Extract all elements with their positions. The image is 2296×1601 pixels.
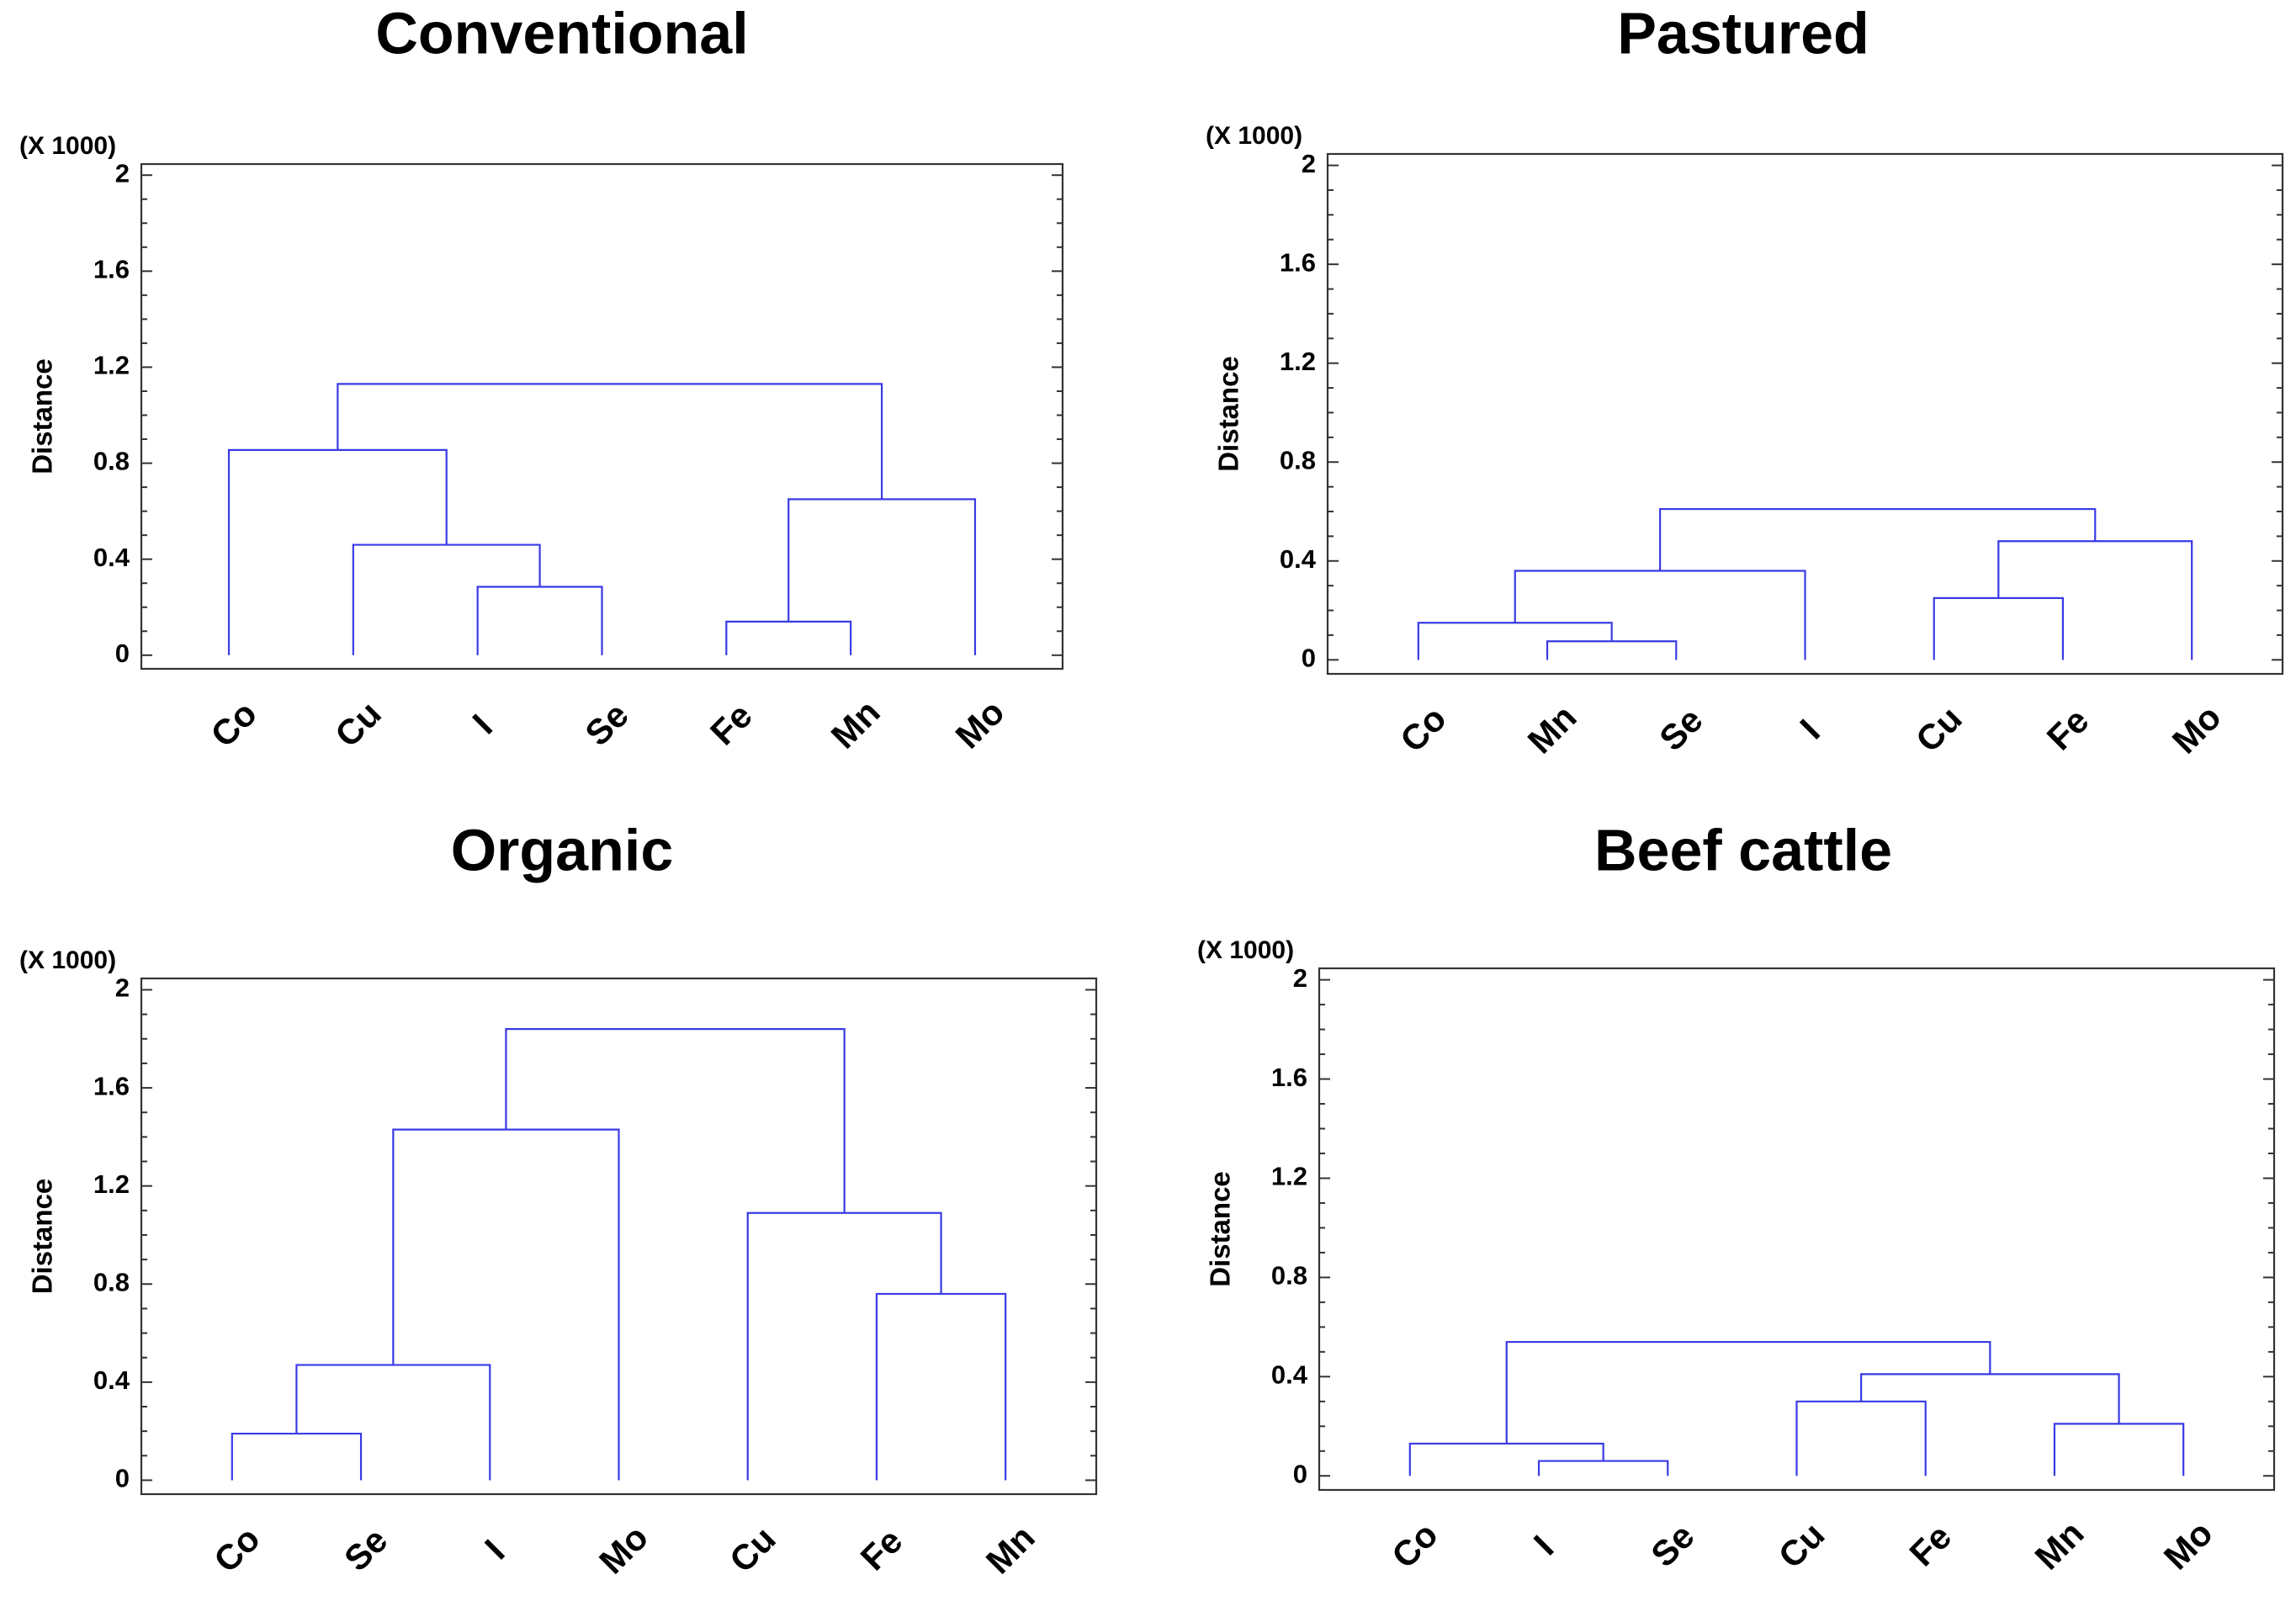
cluster-link-1 — [352, 543, 541, 655]
axis-multiplier-label: (X 1000) — [1197, 936, 1294, 964]
leaf-label-mo: Mo — [948, 692, 1012, 756]
leaf-label-co: Co — [206, 1519, 268, 1580]
y-axis-title: Distance — [1205, 1171, 1236, 1287]
cluster-link-3 — [1933, 596, 2065, 660]
leaf-label-mn: Mn — [2027, 1514, 2091, 1577]
cluster-link-1 — [1408, 1442, 1604, 1476]
panel-pastured: Pastured 0 0.4 0.8 1.2 1.6 2(X 1000) Distance Co… — [1206, 0, 2284, 761]
y-tick-label: 2 — [115, 973, 130, 1003]
y-tick-label: 0.4 — [93, 543, 130, 572]
axis-multiplier-label: (X 1000) — [19, 946, 116, 974]
cluster-link-3 — [725, 620, 852, 655]
y-tick-label: 1.6 — [1271, 1063, 1307, 1092]
leaf-label-mo: Mo — [591, 1518, 655, 1582]
y-tick-label: 0 — [1302, 644, 1316, 673]
y-tick-label: 1.6 — [93, 1071, 130, 1100]
y-tick-label: 0.4 — [1280, 544, 1317, 574]
axis-multiplier-label: (X 1000) — [19, 132, 116, 160]
leaf-label-cu: Cu — [327, 693, 389, 755]
y-tick-label: 0 — [115, 639, 130, 668]
y-tick-label: 0.8 — [93, 447, 130, 476]
leaf-label-mo: Mo — [2156, 1514, 2220, 1577]
leaf-label-co: Co — [1384, 1514, 1445, 1576]
leaf-label-co: Co — [203, 693, 264, 755]
y-tick-label: 2 — [1293, 963, 1307, 993]
panel-conventional: Conventional 0 0.4 0.8 1.2 1.6 2(X 1000) Distan… — [19, 0, 1064, 756]
y-tick-label: 0 — [1293, 1459, 1307, 1488]
leaf-label-i: I — [477, 1532, 512, 1567]
leaf-label-cu: Cu — [1771, 1514, 1832, 1576]
cluster-link-2 — [1795, 1400, 1927, 1476]
leaf-label-se: Se — [337, 1520, 395, 1579]
panel-title: Beef cattle — [1594, 817, 1892, 883]
panel-organic: Organic 0 0.4 0.8 1.2 1.6 2(X 1000) Distance Co S… — [19, 817, 1098, 1582]
plot-frame — [140, 162, 1064, 671]
y-axis-title: Distance — [27, 358, 58, 474]
plot-frame — [1318, 967, 2276, 1492]
leaf-label-mn: Mn — [824, 692, 888, 756]
cluster-link-2 — [392, 1128, 620, 1481]
cluster-link-4 — [746, 1211, 942, 1481]
leaf-label-mn: Mn — [1520, 697, 1584, 761]
y-tick-label: 0.4 — [1271, 1360, 1308, 1390]
leaf-label-fe: Fe — [2039, 701, 2097, 758]
cluster-link-0 — [1537, 1460, 1669, 1476]
y-axis-title: Distance — [27, 1179, 58, 1295]
cluster-link-0 — [1546, 640, 1678, 660]
y-tick-label: 1.2 — [1271, 1162, 1307, 1191]
cluster-link-0 — [231, 1432, 363, 1481]
cluster-link-4 — [787, 498, 977, 655]
y-tick-label: 1.2 — [93, 351, 130, 380]
cluster-link-2 — [1514, 570, 1806, 660]
leaf-label-i: I — [465, 707, 500, 741]
y-tick-label: 2 — [115, 158, 130, 188]
panel-beef-cattle: Beef cattle 0 0.4 0.8 1.2 1.6 2(X 1000) Distanc… — [1197, 817, 2276, 1577]
leaf-label-fe: Fe — [853, 1521, 910, 1578]
leaf-label-fe: Fe — [1901, 1517, 1959, 1574]
y-tick-label: 1.6 — [93, 255, 130, 284]
cluster-link-4 — [1997, 540, 2193, 660]
leaf-label-mo: Mo — [2165, 697, 2229, 761]
cluster-link-5 — [1505, 1340, 1991, 1444]
plot-frame — [140, 977, 1098, 1496]
cluster-link-3 — [2053, 1423, 2185, 1476]
cluster-link-5 — [505, 1028, 846, 1213]
leaf-label-cu: Cu — [1908, 698, 1970, 760]
leaf-label-cu: Cu — [722, 1519, 783, 1580]
plot-frame — [1326, 152, 2284, 676]
y-tick-label: 2 — [1302, 149, 1316, 178]
leaf-label-se: Se — [577, 695, 636, 754]
leaf-label-se: Se — [1643, 1516, 1702, 1575]
leaf-label-i: I — [1792, 712, 1827, 746]
panel-title: Conventional — [375, 0, 748, 66]
leaf-label-i: I — [1526, 1528, 1561, 1562]
y-tick-label: 1.2 — [1280, 347, 1316, 376]
y-tick-label: 0.8 — [1271, 1261, 1307, 1291]
y-tick-label: 0.8 — [1280, 445, 1316, 474]
leaf-label-fe: Fe — [703, 696, 760, 753]
leaf-label-mn: Mn — [978, 1518, 1042, 1582]
panel-title: Organic — [451, 817, 674, 883]
y-axis-title: Distance — [1213, 356, 1244, 472]
cluster-link-1 — [295, 1364, 491, 1481]
panel-title: Pastured — [1617, 0, 1869, 66]
y-tick-label: 1.2 — [93, 1169, 130, 1199]
y-tick-label: 0 — [115, 1464, 130, 1493]
cluster-link-0 — [476, 586, 603, 655]
y-tick-label: 1.6 — [1280, 247, 1316, 277]
axis-multiplier-label: (X 1000) — [1206, 122, 1302, 150]
cluster-link-5 — [1659, 507, 2097, 571]
y-tick-label: 0.4 — [93, 1365, 130, 1395]
cluster-link-5 — [337, 383, 883, 500]
leaf-label-co: Co — [1392, 698, 1454, 760]
y-tick-label: 0.8 — [93, 1267, 130, 1296]
cluster-link-4 — [1860, 1373, 2120, 1424]
cluster-link-3 — [875, 1292, 1007, 1481]
cluster-link-2 — [227, 448, 448, 655]
leaf-label-se: Se — [1652, 700, 1710, 759]
